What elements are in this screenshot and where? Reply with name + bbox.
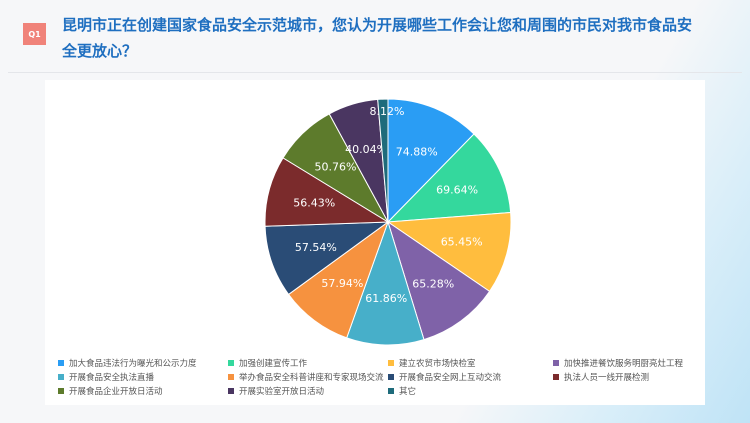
data-label: 8.12% [370,105,405,118]
pie-slice [346,220,425,346]
pie-slice [387,220,491,341]
legend-label: 加强创建宣传工作 [239,359,308,369]
pie-slice [386,211,512,293]
data-label: 56.43% [293,197,335,210]
data-label: 40.04% [345,143,387,156]
question-title: 昆明市正在创建国家食品安全示范城市，您认为开展哪些工作会让您和周围的市民对我市食… [62,16,693,60]
question-badge: Q1 [23,23,46,45]
legend-swatch [553,360,559,366]
divider [8,72,742,73]
legend-swatch [228,388,234,394]
data-label: 57.94% [321,277,363,290]
legend-item[interactable]: 加快推进餐饮服务明厨亮灶工程 [553,357,683,369]
legend-item[interactable]: 开展食品企业开放日活动 [58,385,163,397]
legend-label: 开展实验室开放日活动 [239,387,325,397]
pie-slice [387,98,475,224]
legend-label: 加快推进餐饮服务明厨亮灶工程 [564,359,684,369]
pie-slice [386,133,512,223]
legend-label: 开展食品安全执法直播 [69,373,155,383]
legend-item[interactable]: 加强创建宣传工作 [228,357,307,369]
legend-swatch [228,360,234,366]
legend-item[interactable]: 其它 [388,385,416,397]
data-label: 50.76% [314,161,356,174]
legend-swatch [388,388,394,394]
data-label: 65.45% [441,236,483,249]
legend-item[interactable]: 加大食品违法行为曝光和公示力度 [58,357,197,369]
pie-slice [377,98,389,223]
legend-label: 开展食品企业开放日活动 [69,387,163,397]
data-label: 69.64% [436,184,478,197]
legend-swatch [228,374,234,380]
legend-item[interactable]: 执法人员一线开展检测 [553,371,649,383]
legend-swatch [58,374,64,380]
legend-swatch [388,374,394,380]
legend-label: 举办食品安全科普讲座和专家现场交流 [239,373,384,383]
legend-swatch [388,360,394,366]
legend-label: 加大食品违法行为曝光和公示力度 [69,359,197,369]
legend-swatch [58,360,64,366]
data-label: 74.88% [396,145,438,158]
legend-label: 建立农贸市场快检室 [399,359,476,369]
legend-item[interactable]: 举办食品安全科普讲座和专家现场交流 [228,371,384,383]
legend-item[interactable]: 开展食品安全执法直播 [58,371,154,383]
legend-swatch [553,374,559,380]
legend-label: 执法人员一线开展检测 [564,373,650,383]
legend-item[interactable]: 建立农贸市场快检室 [388,357,476,369]
legend-label: 其它 [399,387,417,397]
data-label: 61.86% [365,292,407,305]
legend-swatch [58,388,64,394]
data-label: 57.54% [295,241,337,254]
legend-item[interactable]: 开展食品安全网上互动交流 [388,371,501,383]
legend-item[interactable]: 开展实验室开放日活动 [228,385,324,397]
data-label: 65.28% [412,277,454,290]
legend-label: 开展食品安全网上互动交流 [399,373,502,383]
